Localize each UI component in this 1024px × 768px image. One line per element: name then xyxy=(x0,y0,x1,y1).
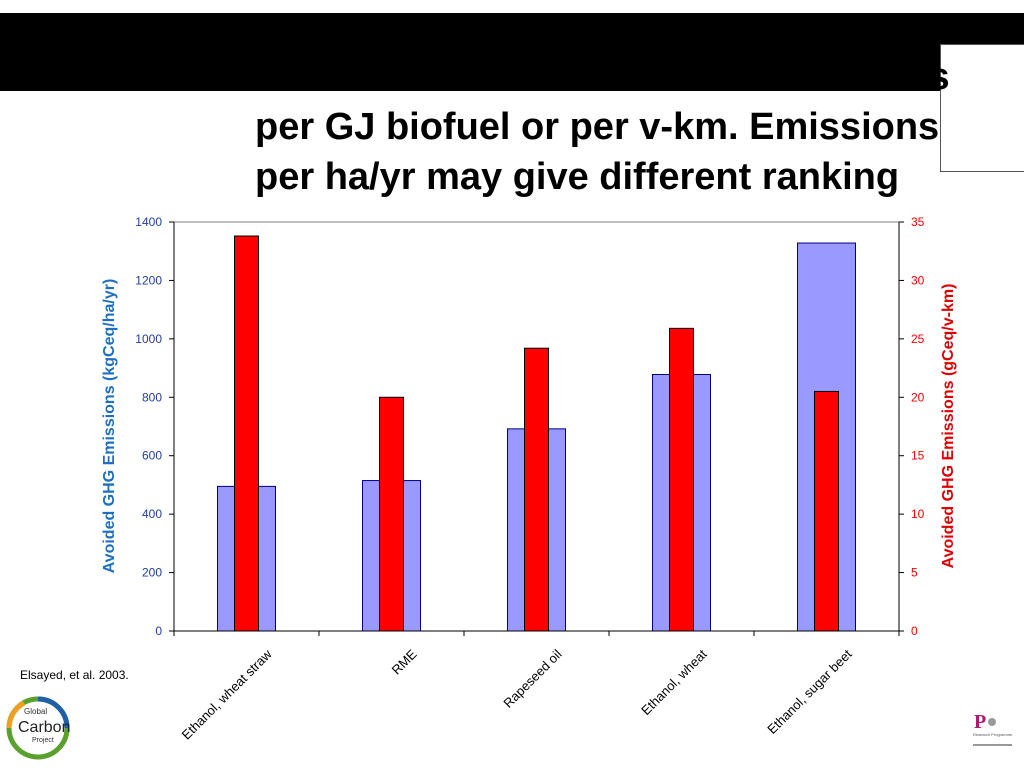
bar-right-2 xyxy=(524,347,549,632)
y-tick-label-left-3: 600 xyxy=(142,449,162,463)
y-tick-label-left-4: 800 xyxy=(142,390,162,404)
y-tick-label-right-2: 10 xyxy=(911,507,925,521)
slide-title: Most studies focus on GHG emissions per … xyxy=(255,48,1024,198)
x-tick-label-0: Ethanol, wheat straw xyxy=(179,646,275,742)
x-tick-label-2: Rapeseed oil xyxy=(500,646,564,710)
bars xyxy=(217,235,856,632)
y-tick-label-left-2: 400 xyxy=(142,507,162,521)
y-tick-label-left-7: 1400 xyxy=(135,215,162,229)
y-tick-label-left-6: 1200 xyxy=(135,273,162,287)
bar-right-3 xyxy=(669,327,694,632)
y-tick-label-left-0: 0 xyxy=(155,624,162,638)
title-box xyxy=(940,44,1024,172)
y-axis-label-right: Avoided GHG Emissions (gCeq/v-km) xyxy=(940,284,957,569)
y-tick-label-right-5: 25 xyxy=(911,332,925,346)
y-tick-label-right-7: 35 xyxy=(911,215,925,229)
logo-line-3: Project xyxy=(32,737,54,744)
research-programme-logo: P Research Programme xyxy=(973,711,1013,746)
title-line-2: per GJ biofuel or per v-km. Emissions xyxy=(255,106,940,148)
logo-caption: Research Programme xyxy=(973,732,1013,737)
header-bar xyxy=(0,13,1024,91)
y-axis-label-left: Avoided GHG Emissions (kgCeq/ha/yr) xyxy=(101,279,118,574)
logo-letter: P xyxy=(974,711,986,733)
y-tick-label-right-3: 15 xyxy=(911,449,925,463)
x-tick-label-3: Ethanol, wheat xyxy=(638,646,710,718)
x-tick-label-4: Ethanol, sugar beet xyxy=(764,646,855,737)
x-tick-label-1: RME xyxy=(389,646,420,677)
citation: Elsayed, et al. 2003. xyxy=(20,668,129,682)
y-tick-label-left-1: 200 xyxy=(142,566,162,580)
y-tick-label-left-5: 1000 xyxy=(135,332,162,346)
title-line-3: per ha/yr may give different ranking xyxy=(255,156,900,198)
bar-right-1 xyxy=(379,396,404,632)
y-tick-label-right-0: 0 xyxy=(911,624,918,638)
y-tick-label-right-4: 20 xyxy=(911,390,925,404)
global-carbon-project-logo: Global Carbon Project xyxy=(6,696,70,760)
title-text: Most studies focus on GHG emissions per … xyxy=(255,52,1024,198)
y-tick-label-right-1: 5 xyxy=(911,566,918,580)
logo-line-1: Global xyxy=(24,707,47,716)
logo-line-2: Carbon xyxy=(18,719,70,736)
bar-right-0 xyxy=(234,235,259,632)
bar-right-4 xyxy=(814,390,839,632)
title-line-1: Most studies focus on GHG emissions xyxy=(255,56,950,98)
y-tick-label-right-6: 30 xyxy=(911,273,925,287)
